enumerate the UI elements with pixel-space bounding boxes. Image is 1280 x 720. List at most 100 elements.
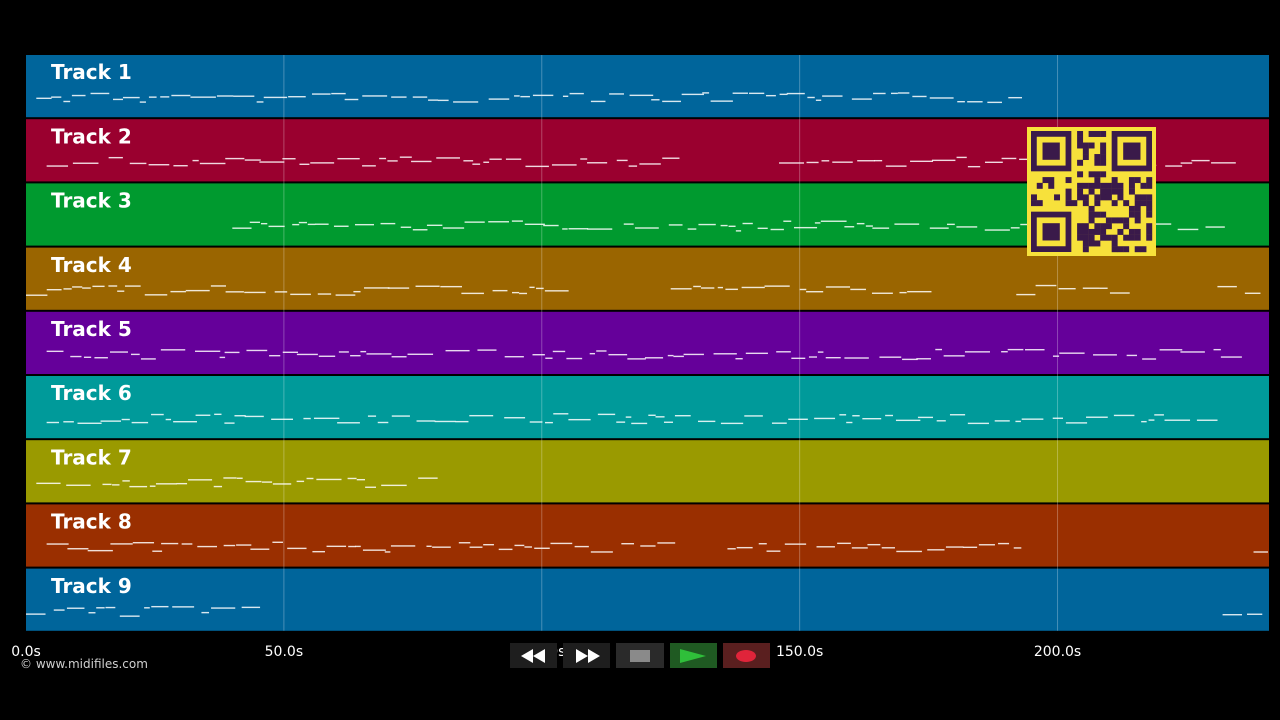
note	[194, 350, 221, 352]
note	[268, 225, 285, 228]
note	[899, 291, 907, 294]
qr-module	[1134, 228, 1141, 235]
note	[412, 229, 428, 231]
qr-module	[1111, 240, 1118, 247]
qr-module	[1082, 182, 1089, 189]
note	[87, 549, 113, 552]
note	[964, 351, 990, 353]
note	[201, 611, 210, 614]
note	[511, 220, 523, 222]
note	[236, 477, 243, 479]
play-button[interactable]	[669, 643, 717, 668]
note	[967, 101, 983, 103]
note	[702, 92, 710, 94]
play-icon	[680, 648, 707, 663]
qr-module	[1054, 194, 1061, 201]
rewind-button[interactable]	[510, 643, 558, 668]
note	[1082, 287, 1100, 289]
note	[274, 291, 288, 293]
note	[512, 291, 520, 294]
note	[1109, 292, 1130, 294]
note	[839, 414, 847, 416]
record-button[interactable]	[722, 643, 771, 668]
note	[651, 99, 660, 101]
qr-module	[1105, 223, 1112, 230]
note	[338, 351, 349, 353]
qr-module	[1100, 148, 1107, 155]
note	[907, 290, 932, 293]
note	[917, 416, 933, 419]
qr-code-icon[interactable]	[1027, 127, 1156, 256]
note	[568, 228, 589, 230]
note	[384, 551, 391, 553]
qr-module	[1094, 159, 1101, 166]
note	[46, 421, 60, 424]
note	[569, 92, 584, 95]
note	[36, 482, 61, 485]
note	[544, 290, 569, 292]
qr-module	[1077, 142, 1084, 149]
note	[348, 545, 356, 548]
note	[644, 357, 664, 359]
fast-forward-icon	[575, 648, 600, 663]
note	[867, 543, 881, 546]
note	[1159, 349, 1183, 351]
stop-button[interactable]	[616, 643, 664, 668]
note	[543, 224, 559, 227]
note	[90, 92, 110, 95]
note	[176, 482, 188, 485]
note	[683, 353, 704, 356]
note	[857, 160, 875, 162]
note	[298, 221, 307, 224]
qr-module	[1111, 200, 1118, 207]
note	[765, 94, 776, 97]
note	[461, 292, 484, 295]
note	[260, 222, 268, 225]
note	[895, 419, 921, 422]
note	[269, 354, 281, 357]
note	[445, 349, 470, 352]
qr-module	[1111, 182, 1118, 189]
note	[272, 541, 283, 543]
qr-module	[1111, 234, 1118, 241]
note	[562, 95, 569, 97]
note	[514, 544, 525, 547]
note	[223, 544, 236, 547]
note	[524, 546, 532, 548]
note	[1093, 354, 1117, 356]
qr-module	[1123, 234, 1130, 241]
note	[927, 549, 945, 551]
qr-module	[1128, 211, 1135, 218]
note	[288, 96, 306, 98]
qr-module	[1105, 188, 1112, 195]
fast-forward-button[interactable]	[563, 643, 611, 668]
note	[662, 157, 680, 159]
qr-module	[1094, 177, 1101, 184]
qr-module	[1117, 188, 1124, 195]
note	[263, 96, 288, 99]
qr-module	[1031, 194, 1037, 201]
note	[580, 158, 588, 160]
qr-module	[1077, 182, 1084, 189]
qr-module	[1134, 200, 1141, 207]
note	[92, 285, 105, 288]
note	[432, 546, 451, 548]
note	[199, 162, 226, 165]
note	[299, 163, 310, 165]
note	[881, 547, 895, 549]
note	[155, 483, 177, 485]
note	[910, 160, 934, 163]
note	[529, 286, 535, 289]
rewind-icon	[520, 648, 545, 663]
note	[241, 606, 261, 609]
note	[562, 228, 568, 230]
qr-module	[1100, 142, 1107, 149]
note	[140, 358, 156, 360]
note	[225, 291, 244, 293]
note	[806, 161, 819, 164]
qr-module	[1065, 194, 1072, 201]
qr-module	[1128, 234, 1135, 241]
qr-module	[1048, 177, 1055, 184]
note	[53, 609, 65, 611]
note	[437, 99, 449, 102]
